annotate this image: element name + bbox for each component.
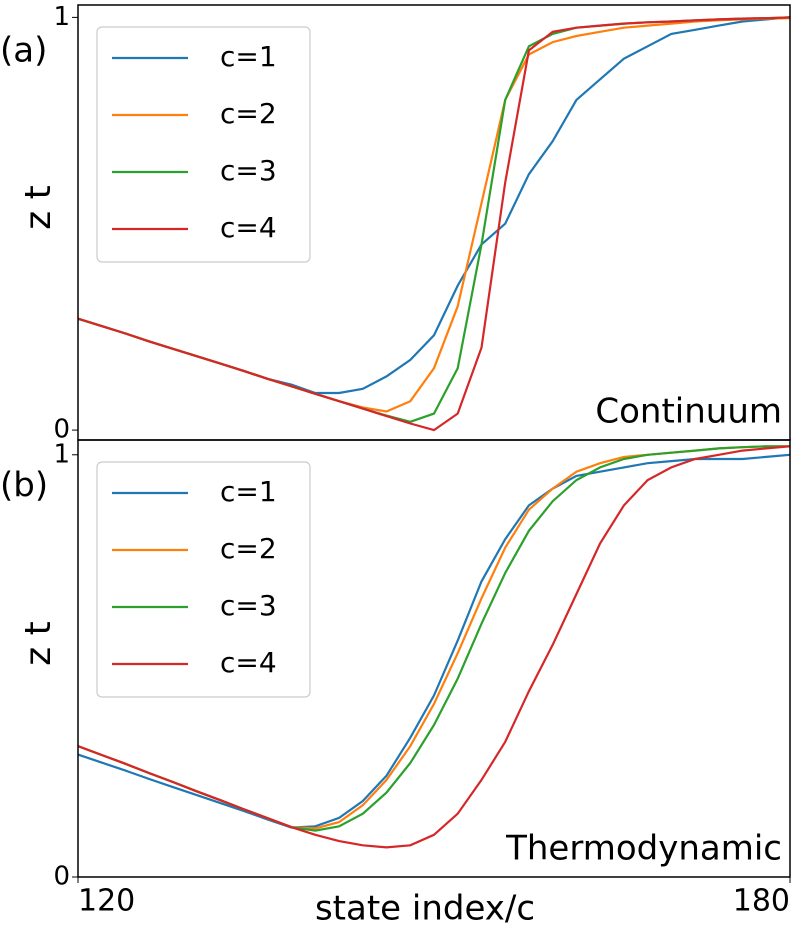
x-tick-label: 120: [78, 884, 135, 919]
y-tick-label: 1: [53, 2, 70, 32]
x-axis-label: state index/c: [315, 889, 535, 929]
legend-box: [96, 461, 311, 698]
data-line: [77, 445, 791, 849]
legend-label: c=4: [220, 646, 277, 679]
x-tick-label: 180: [733, 884, 790, 919]
annotation: Continuum: [595, 392, 782, 432]
y-axis-label: z t: [18, 621, 59, 665]
y-tick-label: 0: [53, 415, 70, 445]
legend-label: c=3: [220, 589, 277, 622]
y-tick-label: 1: [53, 439, 70, 469]
data-line: [77, 16, 791, 432]
legend-label: c=1: [220, 40, 277, 73]
axes-frame: [77, 439, 791, 878]
legend-label: c=2: [220, 532, 277, 565]
legend-label: c=3: [220, 154, 277, 187]
y-axis-label: z t: [18, 185, 59, 229]
y-tick-label: 0: [53, 862, 70, 892]
legend-label: c=1: [220, 475, 277, 508]
legend-label: c=4: [220, 211, 277, 244]
annotation: Thermodynamic: [505, 829, 782, 869]
panel-label: (a): [0, 31, 47, 71]
panel-label: (b): [0, 466, 48, 506]
legend-box: [96, 26, 311, 263]
legend-label: c=2: [220, 97, 277, 130]
data-line: [77, 453, 791, 829]
